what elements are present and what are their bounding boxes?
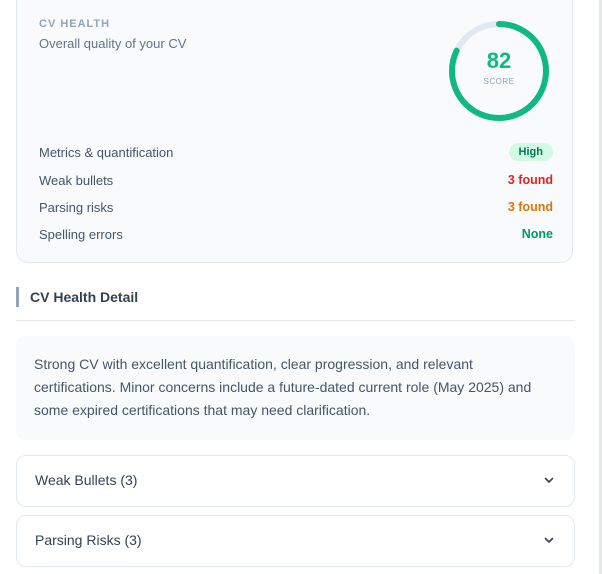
accordion-parsing-risks[interactable]: Parsing Risks (3): [16, 515, 575, 567]
metric-badge: High: [508, 143, 553, 161]
metric-row-metrics: Metrics & quantification High: [39, 142, 553, 162]
section-accent-bar: [16, 287, 19, 307]
metric-label: Spelling errors: [39, 226, 123, 242]
metric-row-weak-bullets: Weak bullets 3 found: [39, 170, 553, 190]
score-label: SCORE: [483, 77, 515, 86]
section-title: CV Health Detail: [30, 289, 139, 305]
chevron-down-icon[interactable]: [542, 533, 556, 547]
chevron-down-icon[interactable]: [542, 473, 556, 487]
metric-label: Weak bullets: [39, 172, 114, 188]
metric-value: None: [521, 227, 553, 241]
health-summary: Strong CV with excellent quantification,…: [16, 336, 575, 440]
accordion-title: Parsing Risks (3): [35, 532, 142, 548]
metric-value: 3 found: [507, 200, 553, 214]
card-subtitle: Overall quality of your CV: [39, 36, 187, 51]
metric-label: Metrics & quantification: [39, 144, 174, 160]
section-header: CV Health Detail: [16, 287, 575, 321]
accordion-title: Weak Bullets (3): [35, 472, 138, 488]
score-ring-progress: [449, 21, 549, 121]
accordion-weak-bullets[interactable]: Weak Bullets (3): [16, 455, 575, 507]
cv-health-card: CV HEALTH Overall quality of your CV 82 …: [16, 0, 573, 263]
metric-label: Parsing risks: [39, 199, 114, 215]
scrollbar[interactable]: [599, 0, 602, 574]
card-eyebrow: CV HEALTH: [39, 18, 111, 30]
metric-row-parsing-risks: Parsing risks 3 found: [39, 197, 553, 217]
metric-row-spelling: Spelling errors None: [39, 224, 553, 244]
score-ring: 82 SCORE: [447, 19, 551, 123]
score-value: 82: [486, 48, 512, 73]
metric-value: 3 found: [507, 173, 553, 187]
